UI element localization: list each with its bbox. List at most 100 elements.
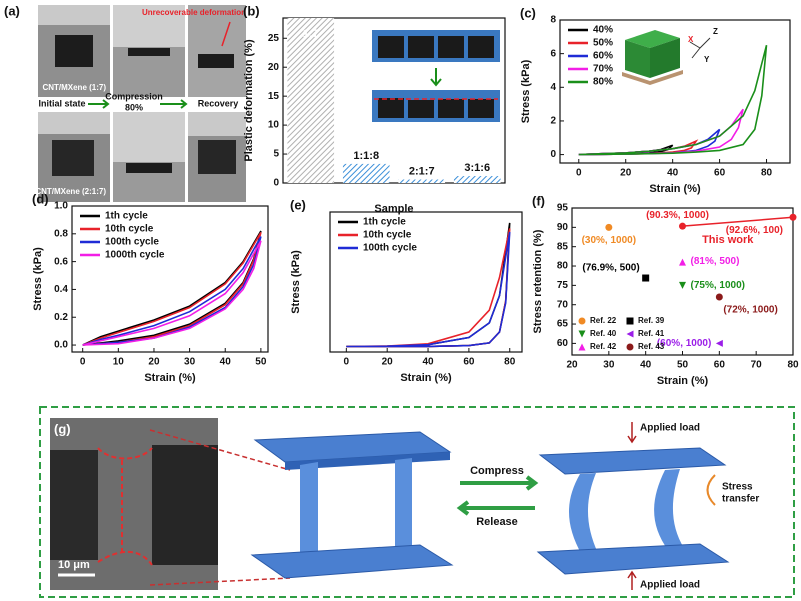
pore	[152, 445, 218, 565]
y-tick-label: 90	[557, 222, 569, 233]
y-tick-label: 15	[268, 91, 280, 102]
step-arrow	[88, 99, 188, 109]
cube-base	[622, 70, 683, 85]
transfer-arrow	[706, 474, 716, 506]
x-tick-label: 80	[787, 360, 799, 371]
sample-label: CNT/MXene (1:7)	[42, 83, 106, 92]
y-tick-label: 85	[557, 241, 569, 252]
point	[679, 222, 686, 230]
x-tick-label: 0	[344, 357, 350, 368]
compress-arrow	[460, 475, 539, 491]
wall	[300, 462, 318, 560]
y-tick-label: 70	[557, 299, 569, 310]
y-tick-label: 0	[550, 149, 556, 160]
panel-label: (d)	[32, 191, 49, 206]
x-tick-label: 80	[504, 357, 516, 368]
sample	[378, 36, 404, 58]
load-arrow	[627, 422, 637, 590]
point	[715, 293, 723, 301]
plate-edge	[285, 452, 450, 470]
panel-a: (a) CNT/MXene (1:7) CNF/CNT/MXene (2:1:7…	[4, 3, 246, 202]
cube-top	[625, 30, 680, 48]
bar	[342, 163, 390, 183]
x-tick-label: 30	[184, 357, 196, 368]
x-tick-label: 40	[220, 357, 232, 368]
x-tick-label: 60	[714, 360, 726, 371]
photo-plate	[38, 112, 110, 134]
cube-front	[650, 38, 680, 78]
legend-marker	[626, 330, 634, 338]
plot-frame	[329, 211, 523, 353]
x-tick-label: 60	[714, 168, 726, 179]
zoom-line	[149, 429, 291, 586]
sample	[408, 100, 434, 118]
sample	[438, 36, 464, 58]
legend-label: 1th cycle	[105, 211, 148, 222]
x-tick-label: 20	[620, 168, 632, 179]
y-axis-label: Plastic deformation (%)	[243, 39, 255, 162]
step-label: Recovery	[198, 98, 239, 108]
panel-label: (c)	[520, 5, 536, 20]
x-tick-label: 80	[761, 168, 773, 179]
point	[715, 339, 723, 347]
y-tick-label: 20	[268, 62, 280, 73]
y-tick-label: 60	[557, 338, 569, 349]
x-axis-label: Strain (%)	[400, 372, 452, 384]
sample	[198, 54, 234, 68]
buckled-wall	[654, 469, 684, 550]
annotation: Unrecoverable deformation	[142, 8, 246, 17]
pore	[50, 450, 98, 560]
plot-frame	[559, 19, 791, 164]
inset-cube	[622, 30, 711, 85]
legend-label: 100th cycle	[105, 237, 159, 248]
sample	[468, 36, 494, 58]
legend-label: Ref. 42	[590, 342, 617, 351]
arrow-label: Compress	[470, 465, 524, 477]
annotation: This work	[702, 234, 754, 246]
x-tick-label: 30	[603, 360, 615, 371]
legend-label: Ref. 22	[590, 316, 617, 325]
bar-label: 2:1:7	[409, 165, 435, 177]
x-tick-label: 0	[80, 357, 86, 368]
y-tick-label: 2	[550, 116, 556, 127]
point-label: (92.6%, 100)	[726, 225, 783, 236]
point	[642, 274, 650, 282]
series-line	[346, 231, 511, 348]
sample	[198, 140, 236, 174]
x-tick-label: 10	[113, 357, 125, 368]
panel-label: (a)	[4, 3, 20, 18]
sample	[52, 140, 94, 176]
x-tick-label: 20	[382, 357, 394, 368]
panel-label: (b)	[243, 3, 260, 18]
release-arrow	[456, 500, 535, 516]
sample	[438, 99, 464, 118]
y-tick-label: 80	[557, 261, 569, 272]
highlight	[97, 447, 153, 566]
legend-label: 80%	[593, 77, 613, 88]
x-tick-label: 50	[677, 360, 689, 371]
legend-label: Ref. 43	[638, 342, 665, 351]
y-tick-label: 25	[268, 33, 280, 44]
panel-g: (g) 10 μm Compress Release Applied load …	[39, 406, 795, 598]
annotation-arrow	[221, 21, 231, 47]
photo-plate	[113, 5, 185, 47]
bar	[287, 18, 335, 183]
inset-arrow	[430, 68, 442, 87]
y-axis-label: Stress retention (%)	[532, 229, 544, 333]
y-tick-label: 6	[550, 48, 556, 59]
legend-marker	[626, 317, 634, 325]
legend-marker	[578, 330, 586, 338]
series-line	[82, 240, 262, 346]
bar-label: 1:7	[303, 28, 319, 40]
legend-label: Ref. 39	[638, 316, 665, 325]
y-tick-label: 10	[268, 120, 280, 131]
legend-label: 1000th cycle	[105, 250, 165, 261]
load-label: Applied load	[640, 580, 700, 591]
x-tick-label: 40	[667, 168, 679, 179]
x-axis-label: Strain (%)	[144, 372, 196, 384]
legend-label: Ref. 40	[590, 329, 617, 338]
y-axis-label: Stress (kPa)	[520, 59, 532, 123]
step-label: Compression	[105, 91, 163, 101]
plot-frame	[282, 17, 506, 184]
y-tick-label: 0	[273, 178, 279, 189]
